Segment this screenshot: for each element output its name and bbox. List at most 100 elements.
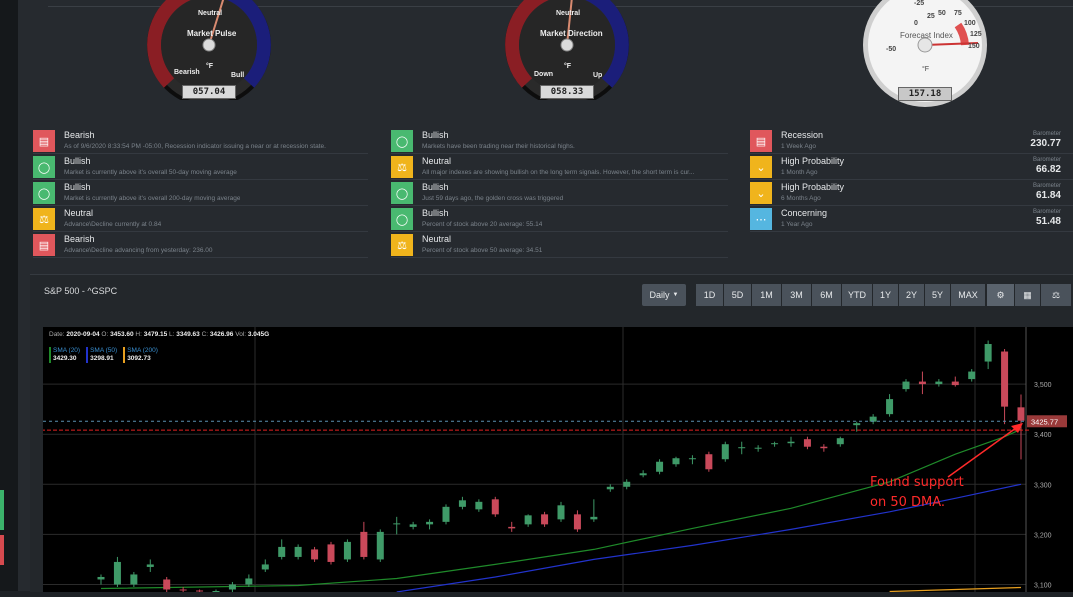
recession-item[interactable]: ⌄ High Probability 6 Months Ago Barometer… <box>750 182 1073 206</box>
gauge-icon: ◯ <box>391 130 413 152</box>
high-label: H: <box>135 331 142 338</box>
y-tick-label: 3,300 <box>1034 482 1052 489</box>
gauge-tick: 25 <box>927 13 935 20</box>
candle-body <box>639 473 647 476</box>
candle-body <box>294 546 302 557</box>
divider <box>750 231 1073 232</box>
candle-body <box>261 564 269 570</box>
candle-body <box>212 590 220 592</box>
signal-item[interactable]: ◯ Bullish Market is currently above it's … <box>33 182 368 206</box>
candle-body <box>902 381 910 390</box>
range-5d-button[interactable]: 5D <box>724 284 751 306</box>
signal-item[interactable]: ◯ Bullish Market is currently above it's … <box>33 156 368 180</box>
gauge-title: Forecast Index <box>900 31 953 40</box>
recession-item[interactable]: ⋯ Concerning 1 Year Ago Barometer 51.48 <box>750 208 1073 232</box>
signal-item[interactable]: ▤ Bearish Advance\Decline advancing from … <box>33 234 368 258</box>
candle-body <box>771 443 779 445</box>
candle-body <box>327 544 335 562</box>
legend-name: SMA (20) <box>53 347 81 354</box>
interval-dropdown[interactable]: Daily ▼ <box>642 284 686 306</box>
candle-body <box>688 458 696 460</box>
range-max-button[interactable]: MAX <box>951 284 985 306</box>
recession-item[interactable]: ⌄ High Probability 1 Month Ago Barometer 6… <box>750 156 1073 180</box>
gauge-icon: ◯ <box>391 182 413 204</box>
range-6m-button[interactable]: 6M <box>812 284 841 306</box>
candle-body <box>97 576 105 580</box>
candle-body <box>130 574 138 585</box>
divider <box>750 179 1073 180</box>
gauge-value: 157.18 <box>898 87 952 101</box>
range-3m-button[interactable]: 3M <box>782 284 811 306</box>
signal-title: Neutral <box>422 156 452 166</box>
candle-body <box>918 381 926 385</box>
gauge-left-label: Bearish <box>174 69 200 76</box>
gauge-tick: 100 <box>964 20 976 27</box>
signal-desc: Advance\Decline currently at 0.84 <box>64 221 162 228</box>
signal-desc: Just 59 days ago, the golden cross was t… <box>422 195 564 202</box>
candle-body <box>557 505 565 520</box>
candle-body <box>541 514 549 525</box>
range-1y-button[interactable]: 1Y <box>873 284 898 306</box>
signal-title: Bearish <box>64 234 95 244</box>
sma-20-line <box>100 428 1022 590</box>
divider <box>33 257 368 258</box>
market-direction-gauge: Neutral Market Direction Down °F Up 058.… <box>502 0 632 107</box>
price-tag-box <box>1027 415 1067 428</box>
y-tick-label: 3,100 <box>1034 582 1052 589</box>
price-chart-canvas: 3,100 3,200 3,300 3,400 3,500 3425.77 <box>23 327 1067 595</box>
chart-gridlines: 3,100 3,200 3,300 3,400 3,500 <box>43 327 1052 592</box>
chat-icon: ▤ <box>33 130 55 152</box>
scale-icon: ⚖ <box>391 156 413 178</box>
signal-title: High Probability <box>781 156 845 166</box>
range-5y-button[interactable]: 5Y <box>925 284 950 306</box>
divider <box>33 205 368 206</box>
volume-label: Vol: <box>235 331 247 338</box>
settings-button[interactable]: ⚙ <box>987 284 1014 306</box>
signal-item[interactable]: ⚖ Neutral Percent of stock above 50 avera… <box>391 234 728 258</box>
candle-body <box>1017 407 1025 421</box>
signal-item[interactable]: ◯ Bullish Just 59 days ago, the golden cr… <box>391 182 728 206</box>
signal-item[interactable]: ◯ Bullish Markets have been trading near … <box>391 130 728 154</box>
annotation-arrowhead <box>1011 423 1023 433</box>
chart-panel: S&P 500 - ^GSPC Daily ▼ 1D 5D 1M 3M 6M YT… <box>23 274 1073 595</box>
signal-item[interactable]: ⚖ Neutral Advance\Decline currently at 0.… <box>33 208 368 232</box>
sidebar-red-marker <box>0 535 4 565</box>
divider <box>391 231 728 232</box>
candle-body <box>113 561 121 585</box>
ellipsis-icon: ⋯ <box>750 208 772 230</box>
low-value: 3349.63 <box>176 331 200 338</box>
gauge-right-label: Bull <box>231 72 245 79</box>
market-direction-dial <box>505 0 629 107</box>
recession-item[interactable]: ▤ Recession 1 Week Ago Barometer 230.77 <box>750 130 1073 154</box>
signal-desc: Percent of stock above 20 average: 55.14 <box>422 221 543 228</box>
signal-desc: As of 9/6/2020 8:33:54 PM -05:00, Recess… <box>64 143 326 150</box>
range-1m-button[interactable]: 1M <box>752 284 781 306</box>
gauge-tick: -25 <box>914 0 925 7</box>
low-label: L: <box>169 331 175 338</box>
signal-title: Neutral <box>64 208 94 218</box>
range-2y-button[interactable]: 2Y <box>899 284 924 306</box>
signal-item[interactable]: ▤ Bearish As of 9/6/2020 8:33:54 PM -05:0… <box>33 130 368 154</box>
candle-body <box>179 589 187 591</box>
compare-button[interactable]: ⚖ <box>1041 284 1071 306</box>
price-chart[interactable]: 3,100 3,200 3,300 3,400 3,500 3425.77 Date: … <box>23 327 1073 595</box>
range-1d-button[interactable]: 1D <box>696 284 723 306</box>
calculator-button[interactable]: ▦ <box>1015 284 1040 306</box>
candle-body <box>458 500 466 507</box>
signal-desc: 1 Week Ago <box>781 143 816 150</box>
close-value: 3426.96 <box>209 331 234 338</box>
range-ytd-button[interactable]: YTD <box>842 284 872 306</box>
gauge-tick: 125 <box>970 31 982 38</box>
candle-body <box>623 481 631 487</box>
candle-body <box>787 441 795 444</box>
market-pulse-gauge: Neutral Market Pulse Bearish °F Bull 057… <box>144 0 274 107</box>
gauge-left-label: Down <box>534 71 554 78</box>
divider <box>391 257 728 258</box>
gauge-icon: ◯ <box>33 156 55 178</box>
candle-body <box>393 523 401 525</box>
annotation-arrow <box>947 427 1017 478</box>
volume-value: 3.045G <box>247 331 270 338</box>
signal-item[interactable]: ◯ Bullish Percent of stock above 20 avera… <box>391 208 728 232</box>
signal-item[interactable]: ⚖ Neutral All major indexes are showing b… <box>391 156 728 180</box>
signal-title: Bullish <box>422 182 449 192</box>
